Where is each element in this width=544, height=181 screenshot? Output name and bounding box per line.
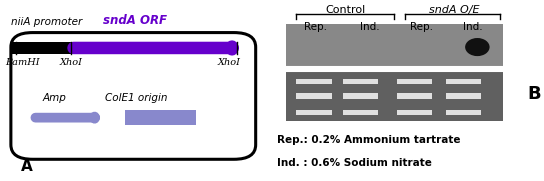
Bar: [296, 110, 332, 115]
Bar: [446, 79, 481, 84]
Ellipse shape: [465, 38, 490, 56]
Text: sndA ORF: sndA ORF: [103, 14, 168, 27]
Bar: [296, 93, 332, 99]
Text: Rep.: Rep.: [410, 22, 433, 32]
Text: B: B: [528, 85, 541, 103]
Text: XhoI: XhoI: [218, 58, 240, 67]
Text: Rep.: 0.2% Ammonium tartrate: Rep.: 0.2% Ammonium tartrate: [277, 135, 461, 145]
Bar: [286, 71, 503, 121]
Bar: [343, 93, 378, 99]
Bar: [286, 24, 503, 67]
Text: niiA promoter: niiA promoter: [11, 17, 82, 27]
Bar: [397, 110, 432, 115]
Text: sndA O/E: sndA O/E: [429, 5, 479, 15]
Text: Amp: Amp: [42, 93, 66, 103]
Bar: [446, 110, 481, 115]
Text: A: A: [21, 159, 33, 174]
Text: BamHI: BamHI: [5, 58, 40, 67]
Bar: [343, 110, 378, 115]
Bar: [397, 93, 432, 99]
Text: Ind. : 0.6% Sodium nitrate: Ind. : 0.6% Sodium nitrate: [277, 158, 432, 168]
Bar: [446, 93, 481, 99]
Text: Rep.: Rep.: [304, 22, 327, 32]
Text: Ind.: Ind.: [463, 22, 483, 32]
FancyBboxPatch shape: [11, 33, 256, 159]
Bar: [343, 79, 378, 84]
Bar: [296, 79, 332, 84]
Text: XhoI: XhoI: [60, 58, 83, 67]
Bar: [397, 79, 432, 84]
Bar: [11, 42, 71, 54]
Bar: [125, 110, 196, 125]
Text: Ind.: Ind.: [360, 22, 380, 32]
Text: ColE1 origin: ColE1 origin: [105, 93, 167, 103]
Text: Control: Control: [325, 5, 366, 15]
